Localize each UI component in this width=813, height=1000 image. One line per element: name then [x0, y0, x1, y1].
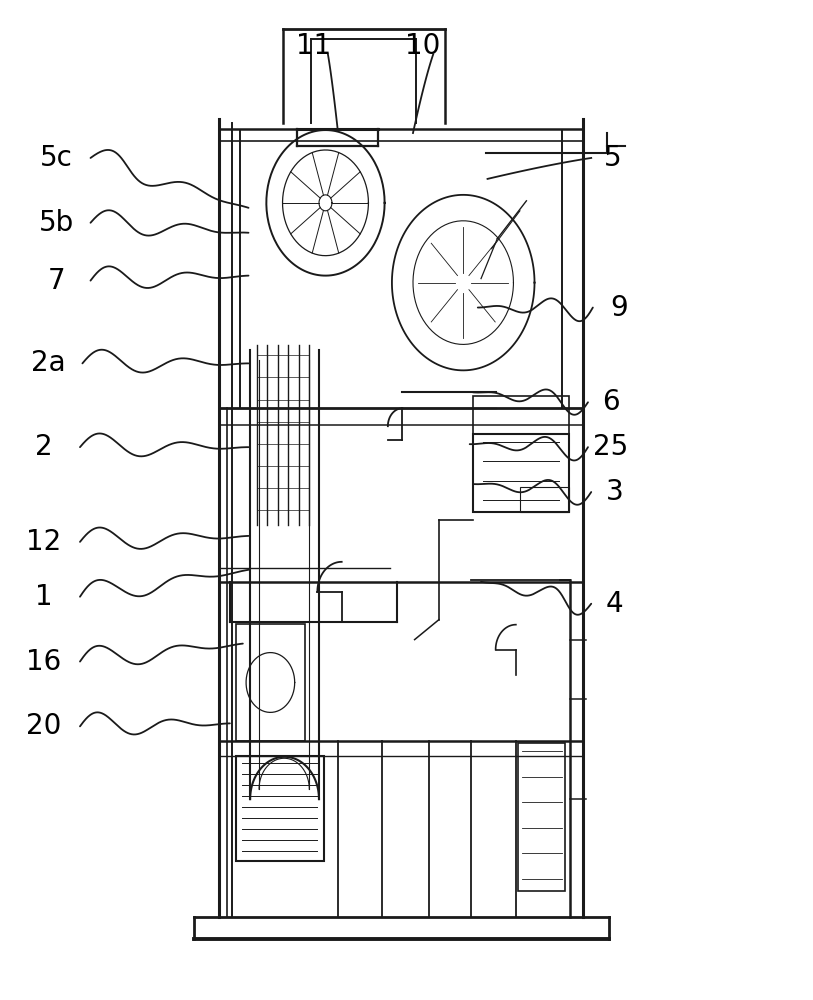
Bar [473, 434, 568, 512]
Text: 3: 3 [606, 478, 624, 506]
Text: 11: 11 [296, 32, 331, 60]
Text: 10: 10 [405, 32, 441, 60]
Bar [473, 396, 568, 434]
Text: 12: 12 [26, 528, 61, 556]
Bar [237, 756, 324, 861]
Text: 5c: 5c [40, 144, 73, 172]
Text: 16: 16 [26, 648, 61, 676]
Text: 5: 5 [604, 144, 622, 172]
Text: 6: 6 [602, 388, 620, 416]
Text: 25: 25 [593, 433, 628, 461]
Text: 1: 1 [35, 583, 52, 611]
Text: 9: 9 [610, 294, 628, 322]
Text: 5b: 5b [39, 209, 74, 237]
Bar [520, 487, 568, 512]
Text: 4: 4 [606, 590, 624, 618]
Text: 2: 2 [35, 433, 52, 461]
Text: 20: 20 [26, 712, 61, 740]
Bar [519, 743, 565, 891]
Bar [237, 624, 305, 741]
Text: 7: 7 [48, 267, 65, 295]
Text: 2a: 2a [31, 349, 66, 377]
